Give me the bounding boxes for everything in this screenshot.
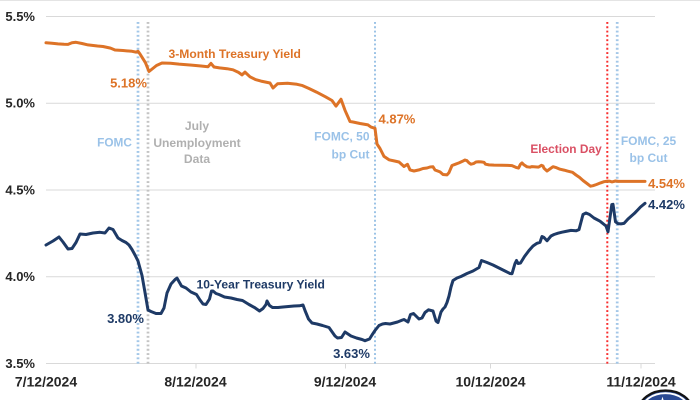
svg-text:7/12/2024: 7/12/2024 (15, 374, 77, 390)
svg-text:FOMC, 25: FOMC, 25 (621, 134, 677, 148)
svg-text:5.5%: 5.5% (5, 9, 35, 24)
svg-text:3.5%: 3.5% (5, 356, 35, 371)
svg-text:4.87%: 4.87% (379, 112, 416, 127)
svg-text:Data: Data (184, 152, 210, 166)
svg-text:4.0%: 4.0% (5, 269, 35, 284)
svg-text:Election Day: Election Day (530, 142, 602, 156)
svg-text:3.80%: 3.80% (107, 311, 144, 326)
svg-text:10-Year Treasury Yield: 10-Year Treasury Yield (197, 277, 325, 291)
svg-text:5.18%: 5.18% (110, 76, 147, 91)
svg-text:FOMC: FOMC (97, 135, 132, 149)
svg-text:5.0%: 5.0% (5, 96, 35, 111)
svg-text:4.5%: 4.5% (5, 183, 35, 198)
svg-text:bp Cut: bp Cut (332, 147, 370, 161)
svg-text:4.54%: 4.54% (648, 176, 685, 191)
svg-text:9/12/2024: 9/12/2024 (314, 374, 376, 390)
svg-text:8/12/2024: 8/12/2024 (164, 374, 226, 390)
svg-text:FOMC, 50: FOMC, 50 (314, 129, 370, 143)
svg-text:3.63%: 3.63% (333, 346, 370, 361)
svg-text:July: July (185, 119, 209, 133)
svg-text:10/12/2024: 10/12/2024 (455, 374, 525, 390)
svg-text:Unemployment: Unemployment (153, 136, 240, 150)
svg-text:3-Month Treasury Yield: 3-Month Treasury Yield (169, 47, 301, 61)
svg-text:4.42%: 4.42% (648, 197, 685, 212)
svg-text:11/12/2024: 11/12/2024 (606, 374, 676, 390)
svg-text:bp Cut: bp Cut (630, 151, 668, 165)
